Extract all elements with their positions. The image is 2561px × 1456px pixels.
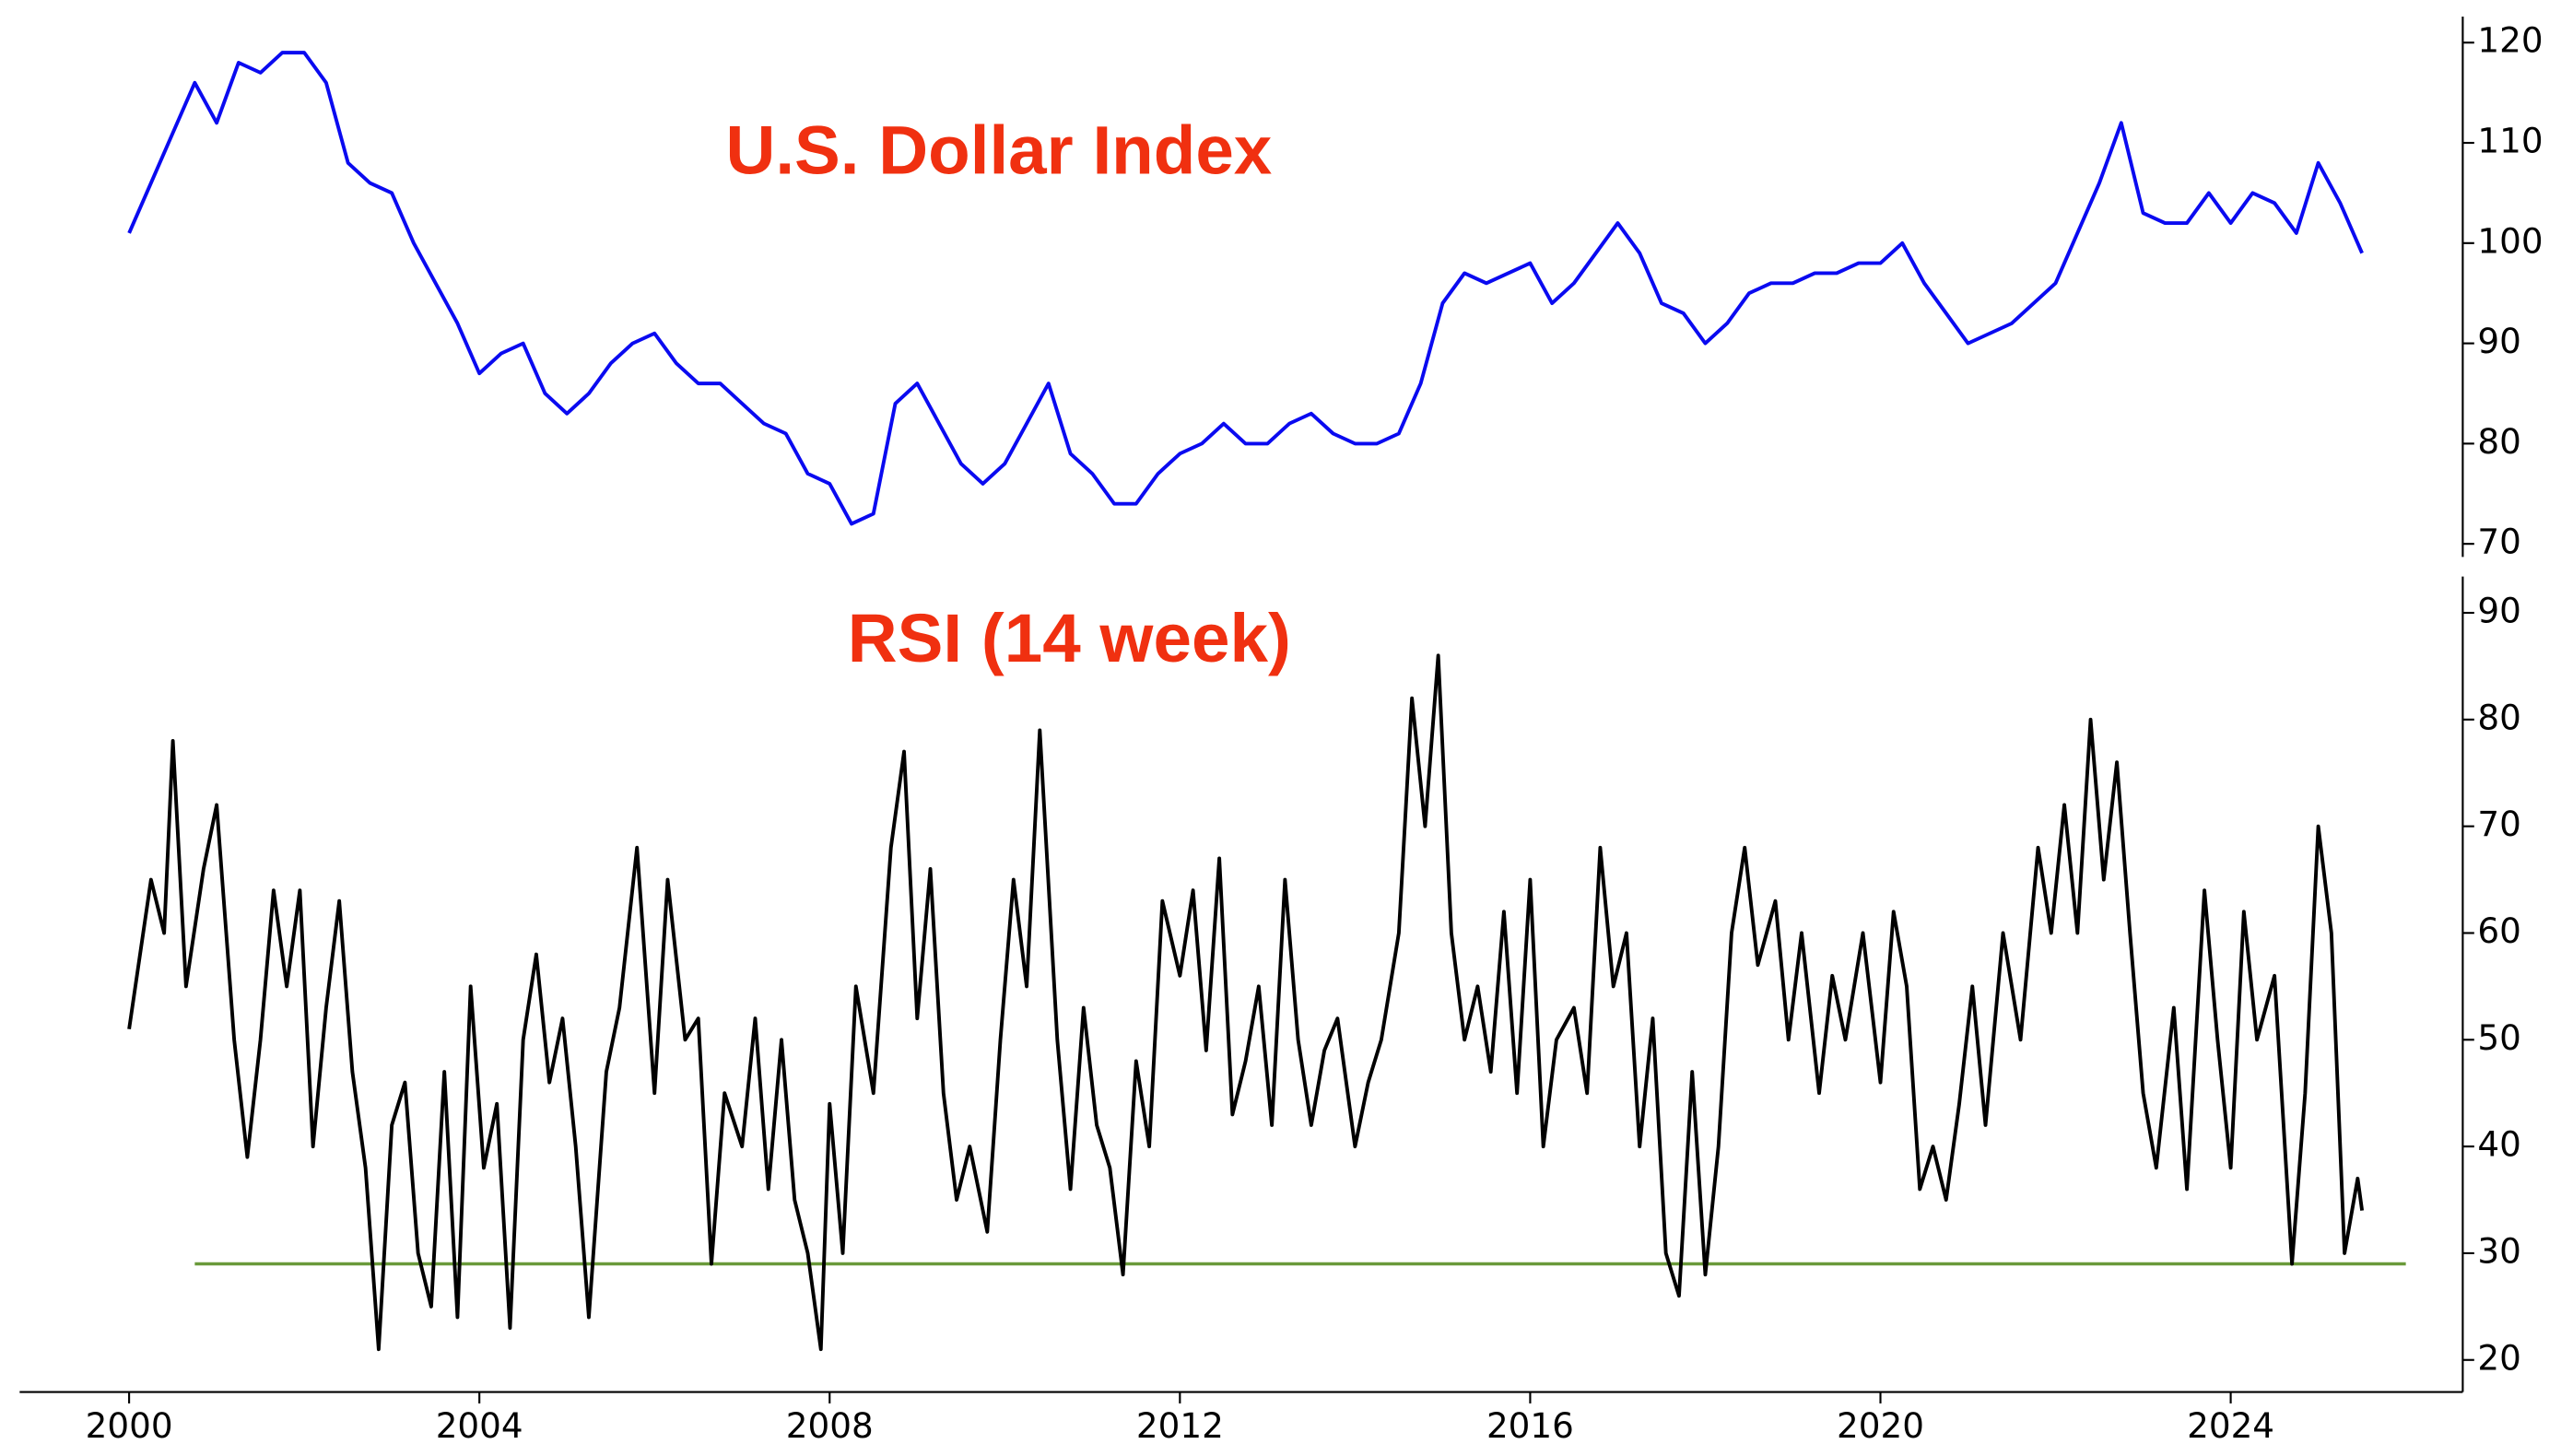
data-line xyxy=(127,653,2365,1352)
y-tick-label: 60 xyxy=(2477,910,2520,951)
x-tick-label: 2020 xyxy=(1837,1405,1924,1446)
chart-title: RSI (14 week) xyxy=(848,599,1291,676)
x-tick-label: 2008 xyxy=(786,1405,874,1446)
data-line xyxy=(127,51,2364,526)
x-tick-label: 2016 xyxy=(1486,1405,1574,1446)
y-tick-label: 90 xyxy=(2477,591,2520,631)
x-tick-label: 2004 xyxy=(436,1405,523,1446)
y-tick-label: 100 xyxy=(2477,220,2543,261)
y-tick-label: 120 xyxy=(2477,20,2543,61)
y-tick-label: 80 xyxy=(2477,697,2520,737)
y-tick-label: 70 xyxy=(2477,522,2520,562)
chart-title: U.S. Dollar Index xyxy=(725,112,1272,189)
x-tick-label: 2000 xyxy=(86,1405,173,1446)
y-tick-label: 90 xyxy=(2477,321,2520,361)
y-tick-label: 30 xyxy=(2477,1230,2520,1271)
y-tick-label: 40 xyxy=(2477,1124,2520,1165)
x-tick-label: 2012 xyxy=(1136,1405,1224,1446)
y-tick-label: 50 xyxy=(2477,1017,2520,1058)
x-tick-label: 2024 xyxy=(2187,1405,2274,1446)
y-tick-label: 80 xyxy=(2477,421,2520,462)
y-tick-label: 70 xyxy=(2477,804,2520,844)
y-tick-label: 110 xyxy=(2477,121,2543,161)
y-tick-label: 20 xyxy=(2477,1337,2520,1378)
